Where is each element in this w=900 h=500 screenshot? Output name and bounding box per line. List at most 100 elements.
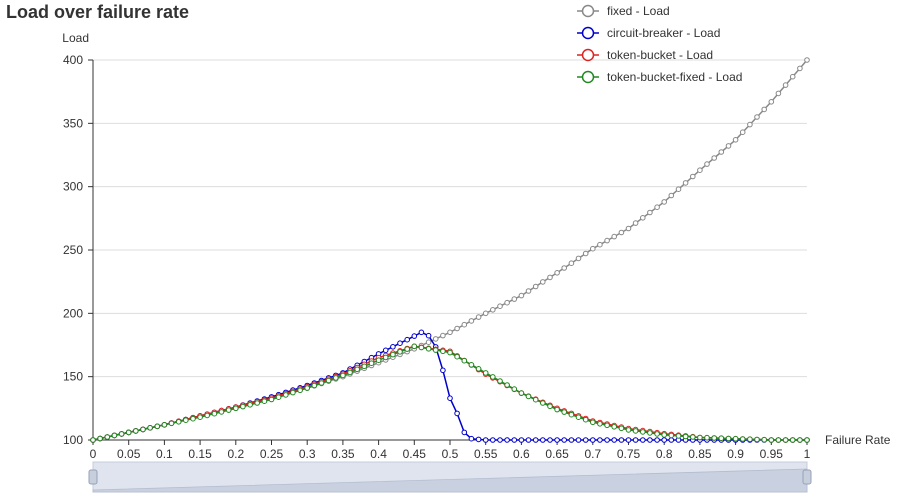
data-point: [625, 427, 632, 433]
zoom-slider-left-handle[interactable]: [88, 469, 98, 485]
data-point: [532, 283, 539, 290]
x-tick-label: 0.7: [584, 447, 601, 461]
data-point: [361, 363, 368, 370]
zoom-slider-right-handle[interactable]: [802, 469, 812, 485]
data-point: [604, 422, 610, 429]
data-point: [454, 410, 460, 417]
zoom-slider[interactable]: [88, 461, 812, 493]
data-point: [561, 265, 568, 271]
data-point: [461, 429, 468, 436]
data-point: [525, 288, 532, 294]
data-point: [575, 437, 582, 443]
data-point: [518, 292, 525, 299]
data-point: [789, 73, 796, 80]
data-point: [704, 161, 710, 167]
data-point: [382, 354, 389, 361]
data-point: [368, 360, 375, 367]
y-tick-label: 350: [63, 116, 83, 130]
data-point: [582, 437, 589, 443]
data-point: [268, 396, 275, 403]
data-point: [447, 329, 453, 336]
x-tick-label: 0.6: [513, 447, 530, 461]
axes: 0 0.05 0.1 0.15 0.2 0.25 0.3 0.35 0.4 0.45 0.5 0.55…: [62, 31, 890, 461]
data-point: [447, 395, 453, 402]
data-point: [561, 409, 568, 415]
x-tick-label: 0.55: [474, 447, 498, 461]
data-point: [118, 431, 125, 437]
data-point: [104, 434, 111, 440]
data-point: [490, 437, 496, 443]
data-point: [647, 430, 653, 436]
data-point: [404, 336, 411, 343]
legend-item[interactable]: fixed - Load: [577, 4, 670, 18]
data-point: [504, 437, 510, 443]
data-point: [747, 121, 753, 128]
data-point: [411, 343, 418, 350]
legend-item[interactable]: token-bucket-fixed - Load: [577, 70, 742, 84]
data-point: [661, 437, 668, 443]
data-point: [775, 90, 782, 97]
data-point: [97, 435, 103, 442]
legend-item[interactable]: circuit-breaker - Load: [577, 26, 720, 40]
data-point: [390, 351, 396, 358]
data-point: [461, 357, 468, 364]
data-point: [204, 412, 210, 419]
data-point: [168, 420, 175, 427]
data-point: [697, 167, 703, 173]
data-point: [197, 414, 203, 421]
data-point: [490, 307, 496, 313]
data-point: [718, 149, 725, 155]
chart-title: Load over failure rate: [6, 2, 190, 22]
data-point: [711, 435, 718, 441]
data-point: [647, 209, 653, 216]
data-point: [611, 437, 618, 443]
data-point: [590, 419, 596, 426]
x-tick-label: 0.85: [688, 447, 712, 461]
legend-item[interactable]: token-bucket - Load: [577, 48, 713, 62]
data-point: [654, 204, 660, 210]
data-point: [618, 229, 625, 236]
data-point: [397, 340, 403, 347]
data-point: [154, 423, 161, 430]
legend-label: token-bucket - Load: [607, 48, 713, 62]
data-point: [175, 419, 182, 425]
data-point: [497, 378, 503, 384]
data-point: [611, 424, 618, 430]
x-tick-label: 0.25: [260, 447, 284, 461]
data-point: [732, 137, 739, 143]
data-point: [761, 436, 768, 443]
data-point: [354, 366, 361, 373]
data-point: [504, 299, 510, 306]
data-point: [454, 325, 460, 332]
data-point: [668, 432, 675, 439]
data-point: [318, 380, 325, 386]
data-point: [547, 274, 553, 281]
data-point: [468, 362, 475, 368]
data-point: [425, 332, 432, 339]
data-point: [482, 370, 489, 376]
x-axis-ticks: 0 0.05 0.1 0.15 0.2 0.25 0.3 0.35 0.4 0.45 0.5 0.55…: [90, 440, 811, 461]
data-point: [468, 435, 475, 442]
data-point: [554, 270, 560, 276]
legend-label: token-bucket-fixed - Load: [607, 70, 742, 84]
data-point: [382, 347, 389, 354]
data-point: [761, 106, 768, 113]
data-point: [768, 437, 775, 443]
data-point: [497, 303, 503, 310]
data-point: [739, 436, 746, 442]
data-point: [682, 433, 689, 440]
data-point: [718, 435, 725, 442]
data-point: [125, 429, 132, 436]
data-point: [504, 382, 510, 388]
x-tick-label: 0.05: [117, 447, 141, 461]
data-point: [397, 349, 403, 355]
legend-swatch-marker: [581, 26, 595, 40]
data-point: [532, 437, 539, 443]
legend[interactable]: fixed - Load circuit-breaker - Load token-…: [577, 4, 742, 84]
data-point: [632, 437, 639, 443]
series-line: [92, 345, 807, 441]
x-tick-label: 0.3: [299, 447, 316, 461]
data-point: [804, 57, 810, 63]
data-point: [233, 405, 239, 412]
